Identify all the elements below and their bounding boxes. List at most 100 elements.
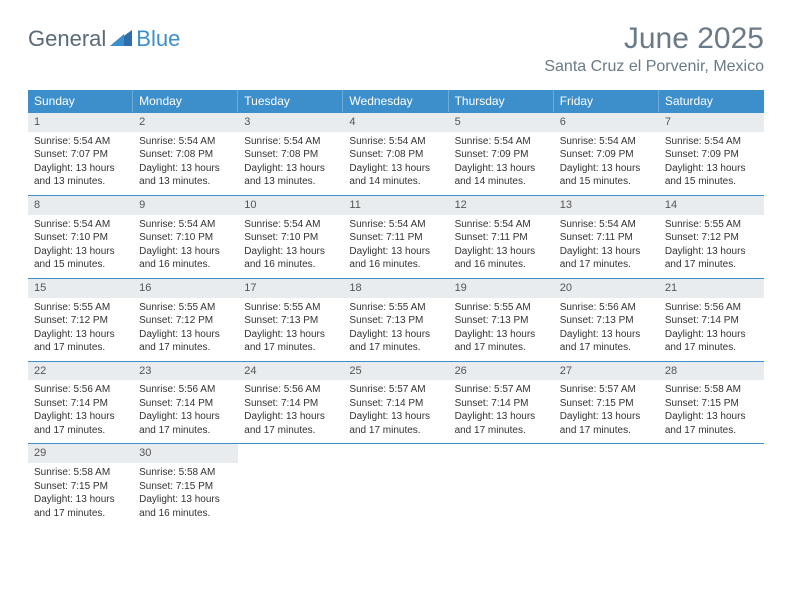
weekday-header: Thursday bbox=[449, 90, 554, 112]
day-body: Sunrise: 5:56 AMSunset: 7:14 PMDaylight:… bbox=[28, 383, 133, 437]
calendar-day-cell: 16 Sunrise: 5:55 AMSunset: 7:12 PMDayligh… bbox=[133, 279, 238, 361]
sunrise-text: Sunrise: 5:54 AM bbox=[560, 135, 653, 149]
day-number: 13 bbox=[554, 196, 659, 215]
calendar: SundayMondayTuesdayWednesdayThursdayFrid… bbox=[28, 90, 764, 526]
calendar-day-cell: 18Sunrise: 5:55 AMSunset: 7:13 PMDayligh… bbox=[343, 279, 448, 361]
calendar-empty-cell bbox=[554, 444, 659, 526]
calendar-week-row: 29Sunrise: 5:58 AMSunset: 7:15 PMDayligh… bbox=[28, 443, 764, 526]
sunset-text: Sunset: 7:13 PM bbox=[455, 314, 548, 328]
calendar-day-cell: 14 Sunrise: 5:55 AMSunset: 7:12 PMDayligh… bbox=[659, 196, 764, 278]
day-body: Sunrise: 5:55 AMSunset: 7:12 PMDaylight:… bbox=[28, 301, 133, 355]
day-number: 17 bbox=[238, 279, 343, 298]
daylight-text: Daylight: 13 hours and 17 minutes. bbox=[665, 245, 758, 272]
calendar-day-cell: 29Sunrise: 5:58 AMSunset: 7:15 PMDayligh… bbox=[28, 444, 133, 526]
sunset-text: Sunset: 7:07 PM bbox=[34, 148, 127, 162]
day-body: Sunrise: 5:57 AMSunset: 7:15 PMDaylight:… bbox=[554, 383, 659, 437]
day-body: Sunrise: 5:54 AMSunset: 7:10 PMDaylight:… bbox=[133, 218, 238, 272]
day-number: 22 bbox=[28, 362, 133, 381]
sunrise-text: Sunrise: 5:54 AM bbox=[244, 135, 337, 149]
sunrise-text: Sunrise: 5:54 AM bbox=[139, 135, 232, 149]
sunset-text: Sunset: 7:14 PM bbox=[665, 314, 758, 328]
sunset-text: Sunset: 7:12 PM bbox=[665, 231, 758, 245]
sunrise-text: Sunrise: 5:55 AM bbox=[665, 218, 758, 232]
calendar-day-cell: 17 Sunrise: 5:55 AMSunset: 7:13 PMDayligh… bbox=[238, 279, 343, 361]
sunrise-text: Sunrise: 5:56 AM bbox=[244, 383, 337, 397]
calendar-week-row: 22Sunrise: 5:56 AMSunset: 7:14 PMDayligh… bbox=[28, 361, 764, 444]
calendar-day-cell: 12Sunrise: 5:54 AMSunset: 7:11 PMDayligh… bbox=[449, 196, 554, 278]
day-number: 10 bbox=[238, 196, 343, 215]
calendar-week-row: 15Sunrise: 5:55 AMSunset: 7:12 PMDayligh… bbox=[28, 278, 764, 361]
day-body: Sunrise: 5:54 AMSunset: 7:08 PMDaylight:… bbox=[343, 135, 448, 189]
daylight-text: Daylight: 13 hours and 17 minutes. bbox=[244, 410, 337, 437]
day-number: 14 bbox=[659, 196, 764, 215]
sunrise-text: Sunrise: 5:55 AM bbox=[139, 301, 232, 315]
calendar-day-cell: 13Sunrise: 5:54 AMSunset: 7:11 PMDayligh… bbox=[554, 196, 659, 278]
logo-text-blue: Blue bbox=[136, 26, 180, 52]
daylight-text: Daylight: 13 hours and 16 minutes. bbox=[244, 245, 337, 272]
day-number: 26 bbox=[449, 362, 554, 381]
title-block: June 2025 Santa Cruz el Porvenir, Mexico bbox=[544, 22, 764, 76]
month-title: June 2025 bbox=[544, 22, 764, 56]
day-number: 4 bbox=[343, 113, 448, 132]
sunset-text: Sunset: 7:09 PM bbox=[560, 148, 653, 162]
daylight-text: Daylight: 13 hours and 17 minutes. bbox=[560, 410, 653, 437]
daylight-text: Daylight: 13 hours and 17 minutes. bbox=[349, 410, 442, 437]
calendar-day-cell: 20Sunrise: 5:56 AMSunset: 7:13 PMDayligh… bbox=[554, 279, 659, 361]
sunrise-text: Sunrise: 5:55 AM bbox=[455, 301, 548, 315]
sunrise-text: Sunrise: 5:56 AM bbox=[560, 301, 653, 315]
sunrise-text: Sunrise: 5:56 AM bbox=[34, 383, 127, 397]
sunset-text: Sunset: 7:11 PM bbox=[349, 231, 442, 245]
day-number: 23 bbox=[133, 362, 238, 381]
daylight-text: Daylight: 13 hours and 17 minutes. bbox=[139, 328, 232, 355]
logo-text-general: General bbox=[28, 26, 106, 52]
calendar-day-cell: 8Sunrise: 5:54 AMSunset: 7:10 PMDaylight… bbox=[28, 196, 133, 278]
sunset-text: Sunset: 7:10 PM bbox=[244, 231, 337, 245]
daylight-text: Daylight: 13 hours and 14 minutes. bbox=[349, 162, 442, 189]
calendar-day-cell: 6Sunrise: 5:54 AMSunset: 7:09 PMDaylight… bbox=[554, 113, 659, 195]
sunrise-text: Sunrise: 5:54 AM bbox=[455, 135, 548, 149]
sunrise-text: Sunrise: 5:57 AM bbox=[560, 383, 653, 397]
day-body: Sunrise: 5:55 AMSunset: 7:13 PMDaylight:… bbox=[238, 301, 343, 355]
logo-sail-icon bbox=[110, 26, 132, 52]
day-number: 7 bbox=[659, 113, 764, 132]
calendar-day-cell: 22 Sunrise: 5:56 AMSunset: 7:14 PMDayligh… bbox=[28, 362, 133, 444]
daylight-text: Daylight: 13 hours and 17 minutes. bbox=[665, 410, 758, 437]
day-body: Sunrise: 5:54 AMSunset: 7:08 PMDaylight:… bbox=[133, 135, 238, 189]
day-body: Sunrise: 5:54 AMSunset: 7:09 PMDaylight:… bbox=[554, 135, 659, 189]
calendar-day-cell: 30Sunrise: 5:58 AMSunset: 7:15 PMDayligh… bbox=[133, 444, 238, 526]
sunrise-text: Sunrise: 5:57 AM bbox=[455, 383, 548, 397]
calendar-day-cell: 15Sunrise: 5:55 AMSunset: 7:12 PMDayligh… bbox=[28, 279, 133, 361]
weekday-header: Friday bbox=[554, 90, 659, 112]
sunset-text: Sunset: 7:15 PM bbox=[665, 397, 758, 411]
weekday-header: Wednesday bbox=[343, 90, 448, 112]
sunset-text: Sunset: 7:13 PM bbox=[560, 314, 653, 328]
day-number: 28 bbox=[659, 362, 764, 381]
sunrise-text: Sunrise: 5:54 AM bbox=[455, 218, 548, 232]
sunrise-text: Sunrise: 5:56 AM bbox=[139, 383, 232, 397]
weekday-header: Monday bbox=[133, 90, 238, 112]
sunset-text: Sunset: 7:12 PM bbox=[139, 314, 232, 328]
sunset-text: Sunset: 7:10 PM bbox=[34, 231, 127, 245]
day-number: 16 bbox=[133, 279, 238, 298]
sunrise-text: Sunrise: 5:54 AM bbox=[139, 218, 232, 232]
sunset-text: Sunset: 7:13 PM bbox=[349, 314, 442, 328]
sunset-text: Sunset: 7:15 PM bbox=[34, 480, 127, 494]
day-body: Sunrise: 5:55 AMSunset: 7:12 PMDaylight:… bbox=[659, 218, 764, 272]
calendar-day-cell: 25Sunrise: 5:57 AMSunset: 7:14 PMDayligh… bbox=[343, 362, 448, 444]
sunrise-text: Sunrise: 5:58 AM bbox=[139, 466, 232, 480]
sunset-text: Sunset: 7:14 PM bbox=[455, 397, 548, 411]
day-body: Sunrise: 5:54 AMSunset: 7:11 PMDaylight:… bbox=[449, 218, 554, 272]
day-number: 30 bbox=[133, 444, 238, 463]
calendar-day-cell: 11Sunrise: 5:54 AMSunset: 7:11 PMDayligh… bbox=[343, 196, 448, 278]
daylight-text: Daylight: 13 hours and 17 minutes. bbox=[244, 328, 337, 355]
weekday-header: Saturday bbox=[659, 90, 764, 112]
sunset-text: Sunset: 7:11 PM bbox=[560, 231, 653, 245]
day-body: Sunrise: 5:56 AMSunset: 7:14 PMDaylight:… bbox=[659, 301, 764, 355]
day-body: Sunrise: 5:54 AMSunset: 7:09 PMDaylight:… bbox=[659, 135, 764, 189]
day-body: Sunrise: 5:58 AMSunset: 7:15 PMDaylight:… bbox=[28, 466, 133, 520]
daylight-text: Daylight: 13 hours and 17 minutes. bbox=[34, 328, 127, 355]
sunset-text: Sunset: 7:14 PM bbox=[139, 397, 232, 411]
day-body: Sunrise: 5:54 AMSunset: 7:09 PMDaylight:… bbox=[449, 135, 554, 189]
sunset-text: Sunset: 7:08 PM bbox=[349, 148, 442, 162]
location-subtitle: Santa Cruz el Porvenir, Mexico bbox=[544, 58, 764, 76]
